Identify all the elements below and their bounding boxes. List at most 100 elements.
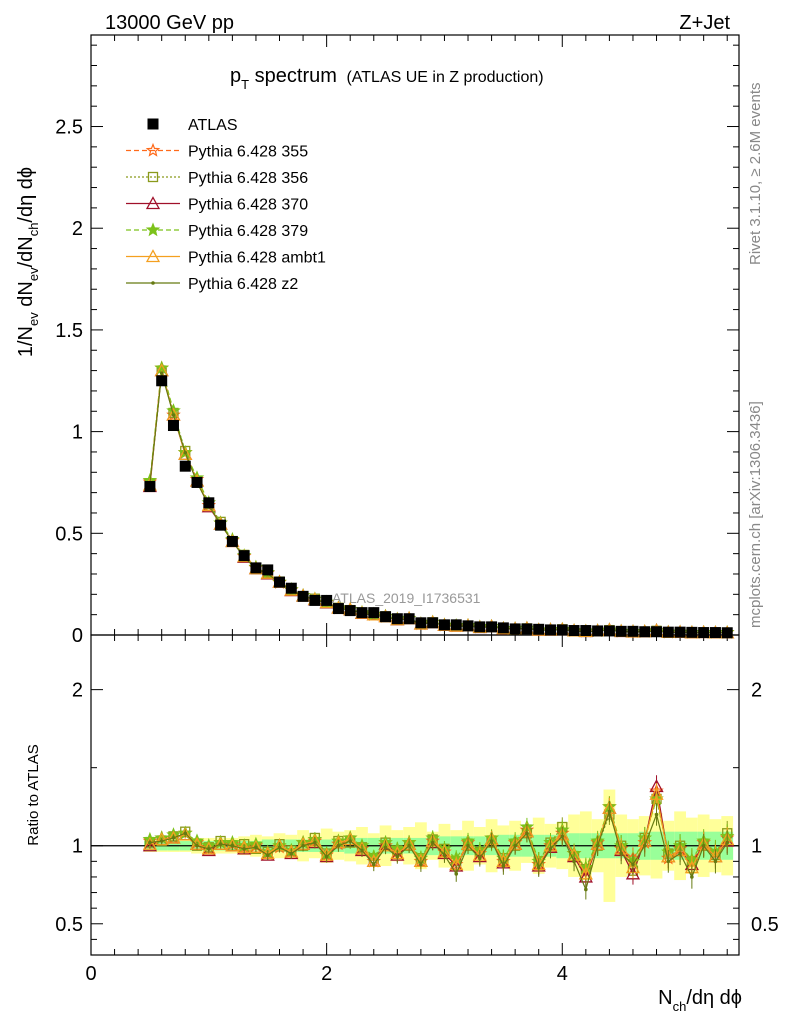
series-point-ratio [195, 843, 199, 848]
ratio-ytick-label: 1 [72, 836, 83, 858]
data-point-main [497, 622, 509, 634]
data-point-main [309, 594, 321, 606]
data-point-main [238, 550, 250, 562]
series-point-ratio [148, 840, 152, 845]
data-point-main [226, 535, 238, 547]
series-point-main [159, 371, 164, 375]
data-point-main [580, 625, 592, 637]
data-point-main [262, 564, 274, 576]
series-point-ratio [478, 856, 482, 861]
series-point-ratio [548, 847, 553, 851]
header-left-label: 13000 GeV pp [105, 12, 234, 34]
series-point-ratio [619, 851, 623, 856]
series-point-ratio [395, 854, 400, 859]
series-point-ratio [513, 843, 517, 848]
series-point-ratio [313, 840, 317, 845]
series-point-ratio [142, 836, 158, 850]
series-line-ratio [149, 809, 728, 892]
series-point-ratio [501, 864, 506, 868]
series-point-ratio [213, 836, 228, 850]
data-point-main [438, 619, 450, 631]
series-point-ratio [489, 839, 494, 843]
data-point-main [344, 605, 356, 617]
series-point-ratio [572, 859, 576, 864]
data-point-main [321, 594, 333, 606]
header-right-label: Z+Jet [679, 12, 730, 34]
data-point-main [156, 375, 168, 387]
data-point-main [391, 613, 403, 625]
series-point-main [183, 450, 188, 455]
title-detail: (ATLAS UE in Z production) [346, 69, 543, 86]
series-point-ratio [218, 842, 223, 846]
data-point-main [368, 607, 380, 619]
data-point-main [627, 625, 639, 637]
main-ytick-label: 0 [72, 625, 83, 647]
series-point-ratio [654, 812, 659, 817]
series-point-ratio [430, 840, 435, 845]
data-point-main [203, 497, 215, 509]
data-point-main [380, 611, 392, 623]
series-point-main [178, 447, 193, 461]
ratio-plot-frame [90, 634, 740, 956]
main-ylabel: 1/Nev dNev/dNch/dη dϕ [15, 167, 41, 357]
legend-marker [147, 171, 159, 183]
series-point-ratio [678, 851, 682, 856]
series-point-ratio [336, 843, 341, 848]
legend-label: ATLAS [188, 117, 238, 134]
legend-marker [145, 222, 161, 237]
data-point-main [474, 621, 486, 633]
data-point-main [144, 481, 156, 493]
data-point-main [556, 624, 568, 636]
data-point-main [721, 627, 733, 639]
series-point-ratio [419, 862, 423, 867]
legend-label: Pythia 6.428 356 [188, 170, 308, 187]
legend-marker [145, 196, 161, 210]
series-point-ratio [277, 845, 282, 850]
series-point-ratio [301, 843, 305, 848]
ratio-ytick-label: 2 [72, 680, 83, 702]
series-point-ratio [631, 862, 635, 867]
xtick-label: 4 [557, 963, 568, 985]
series-point-ratio [713, 859, 718, 864]
series-point-ratio [248, 839, 264, 853]
series-point-ratio [725, 840, 730, 845]
series-point-ratio [166, 830, 181, 844]
legend-marker [151, 281, 155, 285]
title-main: p [230, 65, 241, 87]
series-point-ratio [171, 836, 176, 840]
data-point-main [709, 627, 721, 639]
series-point-ratio [183, 831, 188, 836]
legend-marker [145, 249, 161, 263]
series-point-ratio [159, 839, 164, 843]
ratio-series [142, 775, 735, 900]
series-point-ratio [642, 843, 647, 848]
data-point-main [179, 460, 191, 472]
data-point-main [639, 626, 651, 638]
data-point-main [215, 519, 227, 531]
legend-marker [145, 142, 161, 157]
series-point-ratio [207, 847, 211, 851]
ratio-ytick-label-right: 1 [751, 836, 762, 858]
series-point-ratio [584, 887, 588, 892]
data-point-main [486, 621, 498, 633]
series-point-ratio [625, 866, 641, 880]
legend: ATLAS Pythia 6.428 355 Pythia 6.428 356 Pyt… [126, 117, 326, 293]
data-point-main [592, 625, 604, 637]
data-point-main [250, 562, 262, 574]
svg-text:Nch/dη dϕ: Nch/dη dϕ [658, 987, 742, 1014]
series-point-ratio [454, 872, 459, 876]
data-point-main [415, 617, 427, 629]
data-point-main [544, 624, 556, 636]
rivet-label: Rivet 3.1.10, ≥ 2.6M events [747, 83, 764, 266]
xtick-label: 2 [321, 963, 332, 985]
data-point-main [603, 625, 615, 637]
xtick-label: 0 [85, 963, 96, 985]
series-point-ratio [265, 853, 270, 857]
ratio-ylabel: Ratio to ATLAS [25, 744, 42, 845]
series-point-main [171, 413, 176, 417]
legend-marker [147, 118, 159, 130]
xlabel: Nch/dη dϕ [658, 987, 742, 1014]
series-point-ratio [371, 862, 376, 867]
title-main-rest: spectrum [249, 65, 337, 87]
